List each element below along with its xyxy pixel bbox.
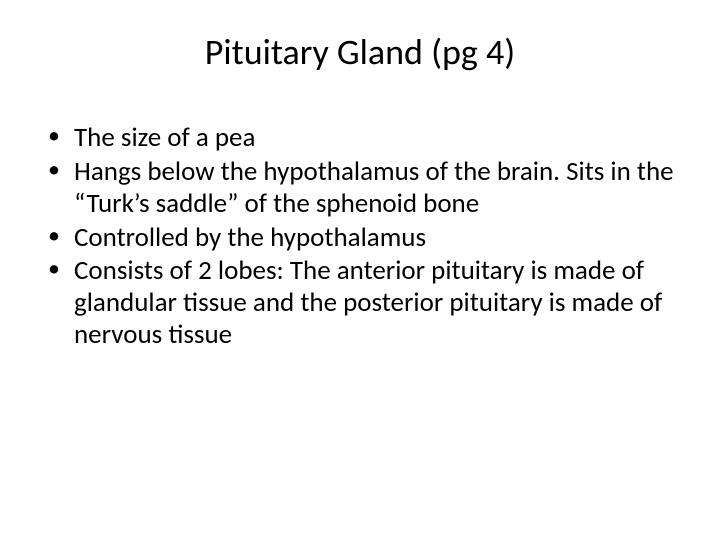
list-item: The size of a pea: [44, 122, 680, 154]
list-item: Controlled by the hypothalamus: [44, 222, 680, 254]
slide-title: Pituitary Gland (pg 4): [40, 30, 680, 74]
list-item: Hangs below the hypothalamus of the brai…: [44, 156, 680, 220]
list-item: Consists of 2 lobes: The anterior pituit…: [44, 255, 680, 351]
bullet-list: The size of a pea Hangs below the hypoth…: [40, 122, 680, 351]
slide-container: Pituitary Gland (pg 4) The size of a pea…: [0, 0, 720, 540]
